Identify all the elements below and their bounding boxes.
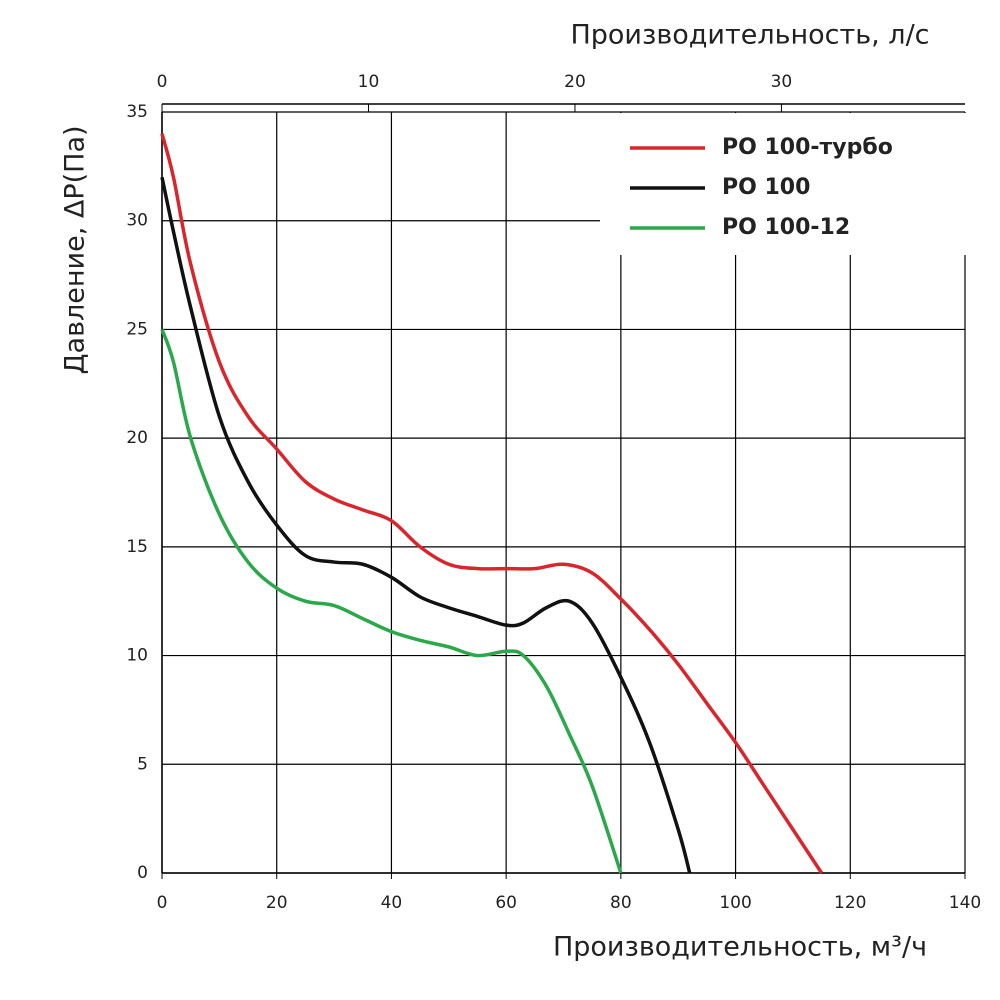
x-tick-label: 80 [610, 893, 632, 913]
legend-label: РО 100-12 [722, 215, 850, 240]
y-tick-label: 25 [126, 319, 148, 339]
x2-tick-label: 30 [771, 72, 793, 92]
x-axis-title: Производительность, м³/ч [553, 932, 927, 963]
x2-tick-label: 0 [157, 72, 168, 92]
x-tick-label: 20 [266, 893, 288, 913]
x-tick-label: 60 [495, 893, 517, 913]
x-tick-label: 120 [834, 893, 866, 913]
y-tick-label: 0 [137, 863, 148, 883]
y-tick-label: 15 [126, 537, 148, 557]
line [160, 133, 824, 874]
x-tick-label: 40 [381, 893, 403, 913]
x-tick-label: 0 [157, 893, 168, 913]
legend-label: РО 100 [722, 175, 810, 200]
x-tick-label: 100 [719, 893, 751, 913]
x2-tick-label: 20 [564, 72, 586, 92]
x-tick-label: 140 [949, 893, 981, 913]
legend-label: РО 100-турбо [722, 135, 893, 160]
y-axis-title: Давление, ΔP(Па) [60, 125, 91, 374]
y-tick-label: 10 [126, 646, 148, 666]
y-tick-label: 30 [126, 211, 148, 231]
y-tick-label: 5 [137, 754, 148, 774]
x2-tick-label: 10 [358, 72, 380, 92]
x2-axis-title: Производительность, л/с [570, 20, 929, 51]
line [160, 328, 623, 874]
y-tick-label: 20 [126, 428, 148, 448]
y-tick-label: 35 [126, 102, 148, 122]
legend-box [600, 113, 966, 255]
line [160, 176, 692, 874]
